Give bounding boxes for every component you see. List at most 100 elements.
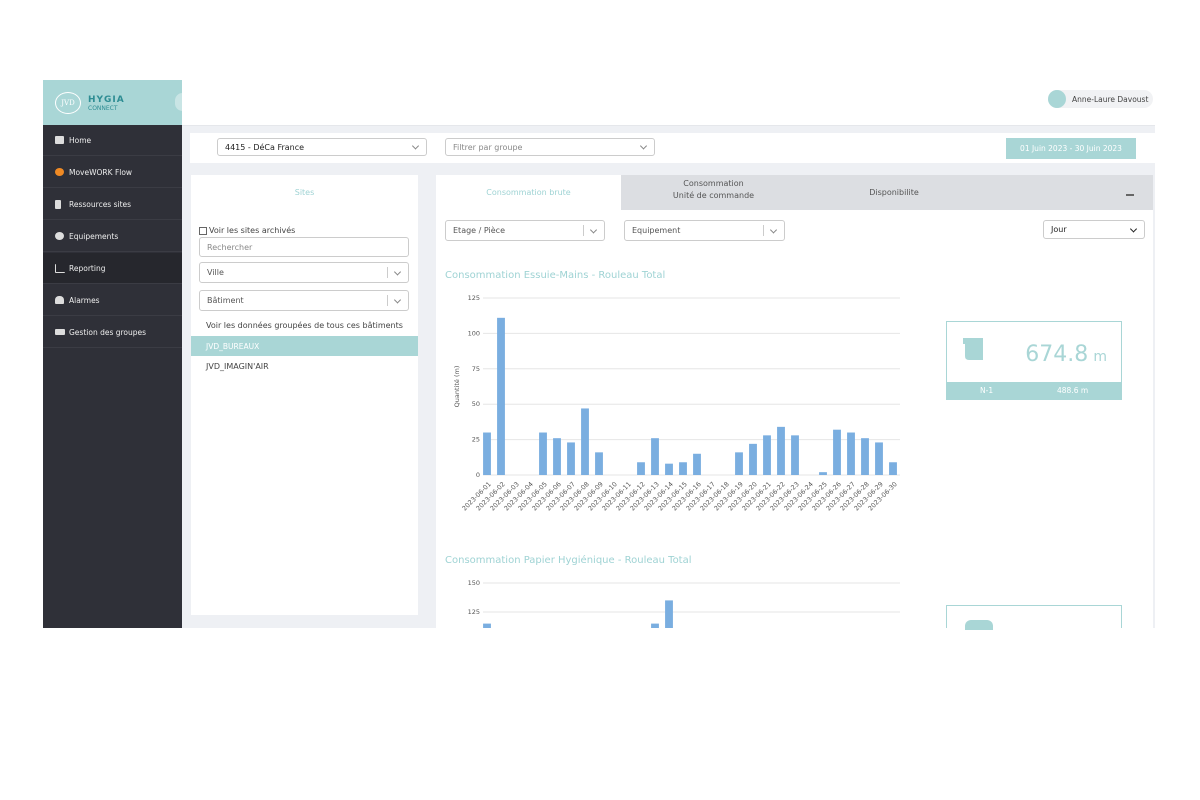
menu-label: Alarmes [69,295,100,305]
menu-label: Reporting [69,263,106,273]
bar [847,432,855,475]
menu-item[interactable]: Equipements [43,221,182,252]
equipment-label: Equipement [632,226,681,235]
y-tick-label: 125 [468,608,480,616]
logo-mark: JVD [55,92,81,114]
menu-label: Gestion des groupes [69,327,147,337]
y-tick-label: 50 [472,400,480,408]
floor-label: Etage / Pièce [453,226,505,235]
bar [581,408,589,475]
bar [665,463,673,475]
period-select[interactable]: Jour [1043,220,1145,239]
building-label: Bâtiment [207,296,244,305]
bar [539,432,547,475]
archived-checkbox[interactable]: Voir les sites archivés [199,226,295,235]
city-select[interactable]: Ville [199,262,409,283]
menu-label: Ressources sites [69,199,132,209]
search-placeholder: Rechercher [207,242,253,252]
kpi-unit: m [1093,349,1107,365]
site-select[interactable]: 4415 - DéCa France [217,138,427,156]
tab-label: Consommation brute [486,188,571,197]
y-tick-label: 75 [472,365,480,373]
bar [651,623,659,628]
menu-label: Home [69,135,92,145]
tab[interactable]: Consommation brute [436,175,621,210]
logo-sub: CONNECT [88,105,118,112]
menu-item[interactable]: Ressources sites [43,189,182,220]
bar [553,438,561,475]
bar [483,432,491,475]
top-bar [182,80,1155,126]
site-row[interactable]: JVD_IMAGIN'AIR [206,362,269,371]
equipment-select[interactable]: Equipement [624,220,785,241]
kpi-footer: N-1 488.6 m [947,382,1121,399]
bar [665,600,673,628]
bar [861,438,869,475]
logo-area: JVD HYGIA CONNECT [43,80,182,125]
menu-label: MoveWORK Flow [69,167,133,177]
download-icon[interactable] [1126,188,1134,196]
menu-item[interactable]: Reporting [43,253,182,284]
bar [595,452,603,475]
sidebar: JVD HYGIA CONNECT Home MoveWORK Flow Res… [43,80,190,628]
site-name: JVD_BUREAUX [206,341,260,351]
tab-label: Unité de commande [672,191,755,200]
bar [833,429,841,475]
floor-select[interactable]: Etage / Pièce [445,220,605,241]
y-tick-label: 125 [468,294,480,302]
tab-label: Consommation [683,179,744,188]
charts: Consommation Essuie-Mains - Rouleau Tota… [445,270,900,628]
kpi-icon [963,338,983,360]
building-select[interactable]: Bâtiment [199,290,409,311]
tab[interactable]: Disponibilite [806,175,982,210]
site-label: 4415 - DéCa France [225,142,305,152]
kpi-value-wrap: 674.8 m [1025,342,1107,367]
city-label: Ville [207,268,224,277]
bar [875,442,883,475]
kpi-prev-label: N-1 [980,386,994,395]
bar [637,462,645,475]
menu-item[interactable]: Home [43,125,182,156]
bar [693,453,701,475]
bar [735,452,743,475]
bar [791,435,799,475]
period-label: Jour [1051,225,1067,234]
menu-item[interactable]: Alarmes [43,285,182,316]
bar [889,462,897,475]
bar [777,426,785,475]
bar [679,462,687,475]
y-tick-label: 0 [476,471,480,479]
menu-item[interactable]: MoveWORK Flow [43,157,182,188]
chart-title: Consommation Papier Hygiénique - Rouleau… [445,554,692,566]
report-panel [436,175,1153,628]
logo: HYGIA [88,95,125,105]
y-axis-label: Quantité (m) [453,366,461,408]
chart-title: Consommation Essuie-Mains - Rouleau Tota… [445,270,665,281]
y-tick-label: 100 [468,329,480,337]
kpi-card [946,605,1122,630]
tab-bar [621,175,1153,210]
bar [749,443,757,475]
menu-label: Equipements [69,231,119,241]
bar [567,442,575,475]
bar [819,472,827,475]
search-input[interactable]: Rechercher [199,237,409,257]
tab[interactable]: Consommation Unité de commande [621,178,806,208]
site-row[interactable]: JVD_BUREAUX [191,336,418,356]
y-tick-label: 150 [468,579,480,587]
menu-item[interactable]: Gestion des groupes [43,317,182,348]
user-pill[interactable]: Anne-Laure Davoust [1048,90,1153,108]
bar [483,623,491,628]
group-select[interactable]: Filtrer par groupe [445,138,655,156]
date-button[interactable]: 01 Juin 2023 - 30 Juin 2023 [1006,138,1136,159]
bar [763,435,771,475]
kpi-value: 674.8 [1025,342,1089,367]
date-range: 01 Juin 2023 - 30 Juin 2023 [1020,144,1122,153]
user-name: Anne-Laure Davoust [1072,94,1149,104]
bar [497,317,505,475]
group-label: Filtrer par groupe [453,142,523,152]
archived-label: Voir les sites archivés [209,226,296,235]
tab-label: Disponibilite [869,188,919,197]
grouped-link[interactable]: Voir les données groupées de tous ces bâ… [206,321,403,330]
